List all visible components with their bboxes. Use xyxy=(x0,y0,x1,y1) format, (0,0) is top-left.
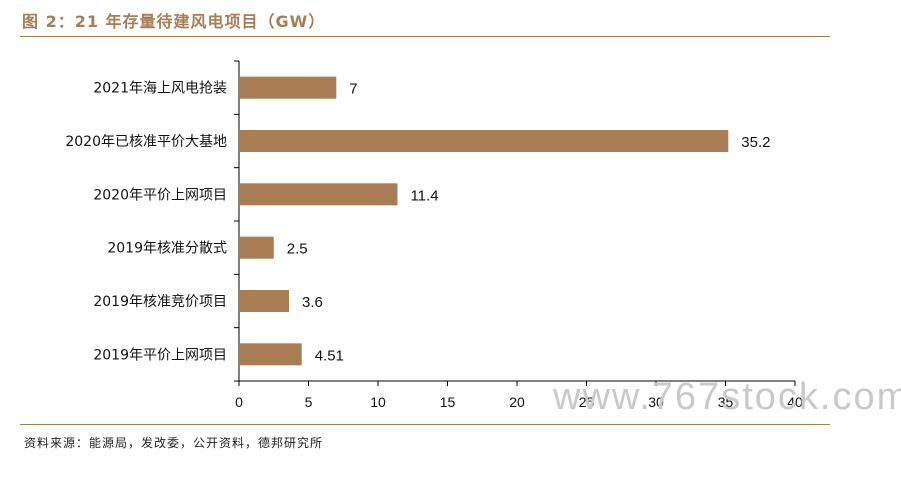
bar xyxy=(239,76,337,99)
x-tick-label: 15 xyxy=(440,394,456,410)
x-tick-label: 10 xyxy=(370,394,386,410)
data-label: 35.2 xyxy=(741,134,770,151)
category-label: 2020年已核准平价大基地 xyxy=(65,133,227,150)
data-label: 7 xyxy=(349,81,357,98)
bars xyxy=(239,76,729,366)
data-label: 2.5 xyxy=(287,241,308,258)
data-label: 4.51 xyxy=(315,347,344,364)
axes xyxy=(234,60,796,386)
bar xyxy=(239,343,302,366)
bar xyxy=(239,290,290,312)
data-label: 11.4 xyxy=(410,187,438,204)
x-tick-label: 35 xyxy=(718,394,734,410)
source-divider xyxy=(20,424,830,425)
x-tick-label: 0 xyxy=(235,394,243,410)
source-note: 资料来源：能源局，发改委，公开资料，德邦研究所 xyxy=(24,436,324,450)
category-label: 2019年核准竞价项目 xyxy=(93,293,227,310)
x-tick-label: 30 xyxy=(648,394,664,410)
bar xyxy=(239,130,729,152)
x-tick-label: 5 xyxy=(305,394,313,410)
title-divider xyxy=(20,36,830,37)
data-label: 3.6 xyxy=(302,294,323,311)
category-label: 2019年核准分散式 xyxy=(107,241,227,257)
x-tick-label: 20 xyxy=(509,394,525,410)
x-tick-label: 25 xyxy=(579,394,595,410)
category-label: 2021年海上风电抢装 xyxy=(93,80,227,97)
figure-title: 图 2：21 年存量待建风电项目（GW） xyxy=(22,12,326,31)
bar xyxy=(239,183,398,206)
category-label: 2019年平价上网项目 xyxy=(93,347,227,363)
labels: 0 5 10 15 20 25 30 35 40 2021年海上风电抢装 7 2020年已核准平价大基… xyxy=(65,80,803,410)
bar xyxy=(239,236,274,259)
x-tick-label: 40 xyxy=(787,394,803,410)
category-label: 2020年平价上网项目 xyxy=(93,187,227,203)
